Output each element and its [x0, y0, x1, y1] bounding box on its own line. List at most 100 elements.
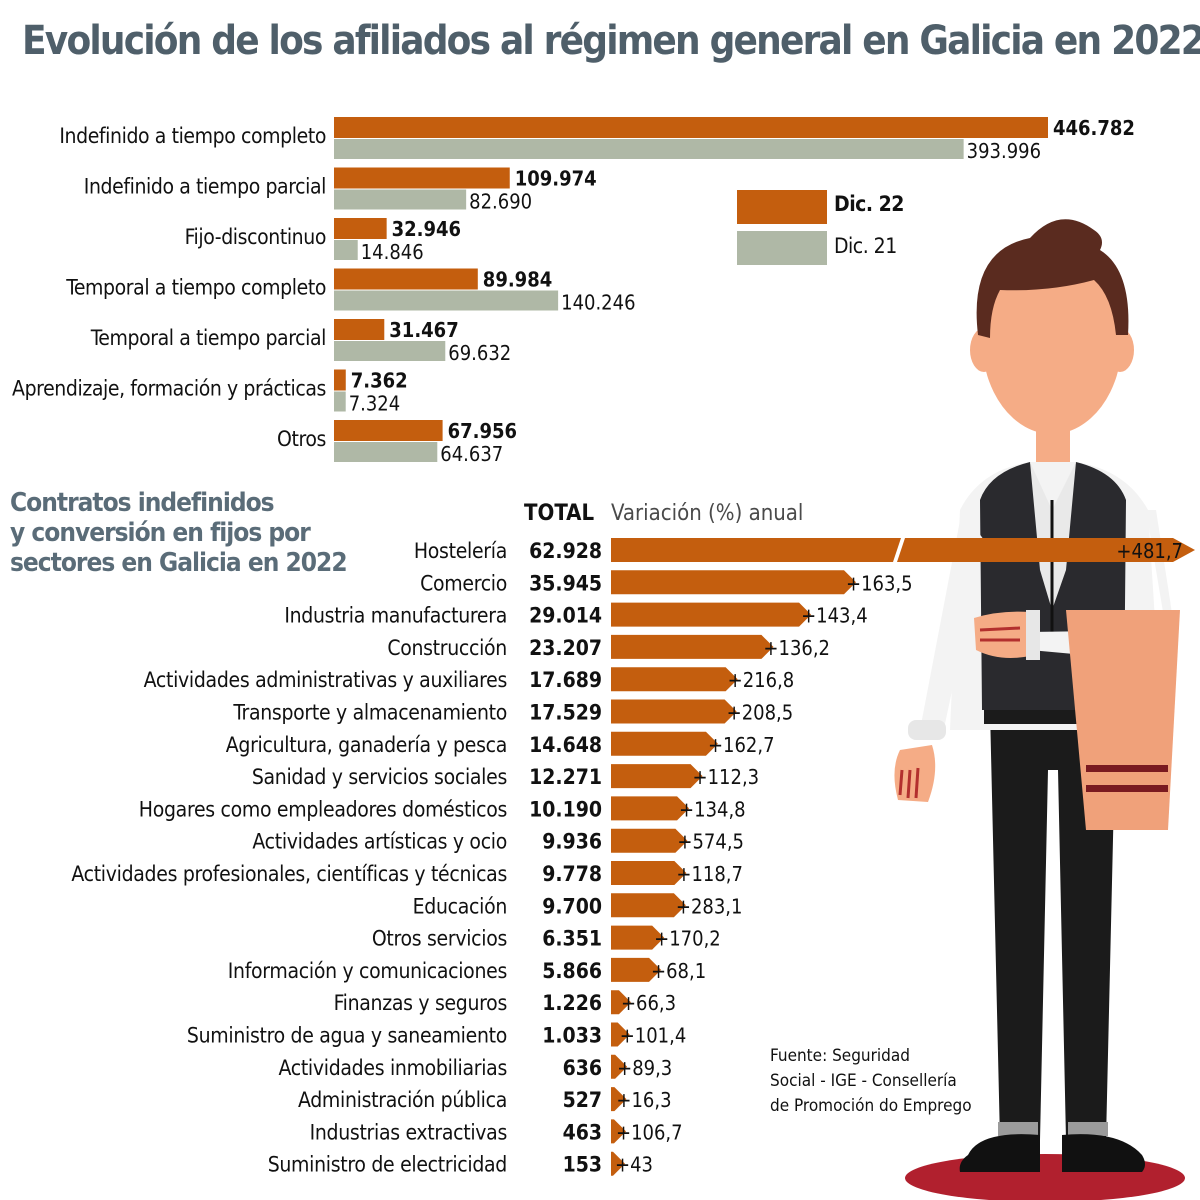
sector-bar: [611, 602, 812, 627]
sector-label: Información y comunicaciones: [228, 959, 507, 983]
total-value-label: 14.648: [529, 733, 602, 757]
sector-label: Construcción: [387, 636, 507, 660]
axis-break-mark: [893, 538, 905, 562]
value-label-dic21: 14.846: [361, 240, 424, 264]
subtitle-line: Contratos indefinidos: [10, 488, 275, 518]
sector-label: Educación: [413, 894, 507, 918]
value-label-dic21: 69.632: [448, 341, 511, 365]
variation-label: +136,2: [763, 636, 830, 660]
total-value-label: 9.778: [542, 862, 602, 886]
sector-bar-chart: TOTAL Variación (%) anual Hostelería 62.928…: [71, 501, 1195, 1177]
legend-swatch-dic22: [737, 190, 827, 224]
sector-label: Hogares como empleadores domésticos: [139, 797, 507, 821]
category-label: Otros: [277, 427, 326, 451]
value-label-dic21: 7.324: [349, 392, 401, 416]
category-label: Indefinido a tiempo parcial: [84, 175, 326, 199]
category-label: Fijo-discontinuo: [185, 225, 326, 249]
sector-bar: [611, 538, 1195, 562]
sector-label: Administración pública: [298, 1088, 507, 1112]
variation-label: +208,5: [727, 701, 794, 725]
total-value-label: 23.207: [529, 636, 602, 660]
sector-bar: [611, 1087, 627, 1112]
value-label-dic22: 32.946: [392, 217, 461, 241]
total-value-label: 1.226: [542, 991, 602, 1015]
value-label-dic21: 82.690: [469, 190, 532, 214]
sector-bar: [611, 731, 718, 756]
sector-label: Comercio: [420, 571, 507, 595]
bar-dic21: [334, 290, 559, 311]
variation-label: +134,8: [679, 797, 746, 821]
total-value-label: 636: [563, 1056, 602, 1080]
bar-dic22: [334, 319, 385, 340]
category-label: Temporal a tiempo parcial: [90, 326, 326, 350]
affiliates-bar-chart: Indefinido a tiempo completo 446.782 393.9…: [12, 116, 1135, 466]
subtitle-line: y conversión en fijos por: [10, 518, 311, 548]
sector-label: Hostelería: [414, 539, 507, 563]
sector-label: Actividades artísticas y ocio: [252, 830, 507, 854]
sector-label: Otros servicios: [372, 927, 507, 951]
variation-label: +143,4: [801, 604, 868, 628]
value-label-dic22: 31.467: [389, 318, 458, 342]
variation-label: +481,7: [1116, 539, 1183, 563]
source-line: Social - IGE - Consellería: [770, 1071, 957, 1091]
sector-bar: [611, 764, 703, 789]
sector-label: Finanzas y seguros: [334, 991, 507, 1015]
sector-label: Suministro de agua y saneamiento: [187, 1024, 507, 1048]
sector-bar: [611, 699, 737, 724]
variation-label: +101,4: [620, 1024, 687, 1048]
sector-bar: [611, 634, 774, 659]
bar-dic21: [334, 391, 346, 412]
variation-label: +574,5: [677, 830, 744, 854]
sector-label: Actividades administrativas y auxiliares: [144, 668, 507, 692]
sector-bar: [611, 893, 686, 918]
variation-label: +66,3: [621, 991, 676, 1015]
category-label: Temporal a tiempo completo: [65, 276, 326, 300]
variation-label: +43: [615, 1153, 653, 1177]
sector-bar: [611, 990, 631, 1015]
page-title: Evolución de los afiliados al régimen ge…: [22, 18, 1200, 64]
bar-dic21: [334, 341, 446, 361]
total-header: TOTAL: [524, 501, 594, 526]
total-value-label: 463: [563, 1120, 602, 1144]
total-value-label: 5.866: [542, 959, 602, 983]
value-label-dic21: 140.246: [561, 291, 635, 315]
total-value-label: 17.529: [529, 701, 602, 725]
variation-label: +16,3: [616, 1088, 671, 1112]
bar-dic21: [334, 240, 358, 260]
subtitle-line: sectores en Galicia en 2022: [10, 548, 348, 578]
value-label-dic21: 64.637: [440, 442, 503, 466]
total-value-label: 62.928: [529, 539, 602, 563]
sector-bar: [611, 667, 738, 692]
sector-label: Agricultura, ganadería y pesca: [226, 733, 507, 757]
total-value-label: 10.190: [529, 797, 602, 821]
sector-bar: [611, 1022, 630, 1047]
sector-label: Sanidad y servicios sociales: [252, 765, 507, 789]
total-value-label: 1.033: [542, 1024, 602, 1048]
variation-label: +283,1: [676, 894, 743, 918]
bar-dic22: [334, 117, 1048, 138]
variation-label: +68,1: [651, 959, 706, 983]
variation-label: +89,3: [617, 1056, 672, 1080]
sector-bar: [611, 925, 665, 950]
legend-label-dic21: Dic. 21: [834, 234, 897, 258]
variation-label: +163,5: [846, 571, 913, 595]
total-value-label: 12.271: [529, 765, 602, 789]
value-label-dic21: 393.996: [967, 139, 1041, 163]
sector-label: Industrias extractivas: [310, 1120, 507, 1144]
bar-dic21: [334, 442, 438, 462]
sector-label: Transporte y almacenamiento: [232, 701, 507, 725]
total-value-label: 29.014: [529, 604, 602, 628]
category-label: Aprendizaje, formación y prácticas: [12, 377, 326, 401]
source-note: Fuente: Seguridad Social - IGE - Consell…: [770, 1044, 972, 1119]
bar-dic22: [334, 420, 443, 441]
variation-label: +106,7: [616, 1120, 683, 1144]
variation-label: +112,3: [693, 765, 760, 789]
total-value-label: 6.351: [542, 927, 602, 951]
value-label-dic22: 67.956: [448, 419, 517, 443]
subtitle: Contratos indefinidos y conversión en fi…: [10, 488, 348, 578]
total-value-label: 527: [563, 1088, 602, 1112]
variation-label: +118,7: [676, 862, 743, 886]
total-value-label: 17.689: [529, 668, 602, 692]
sector-bar: [611, 861, 687, 885]
source-line: Fuente: Seguridad: [770, 1046, 910, 1066]
